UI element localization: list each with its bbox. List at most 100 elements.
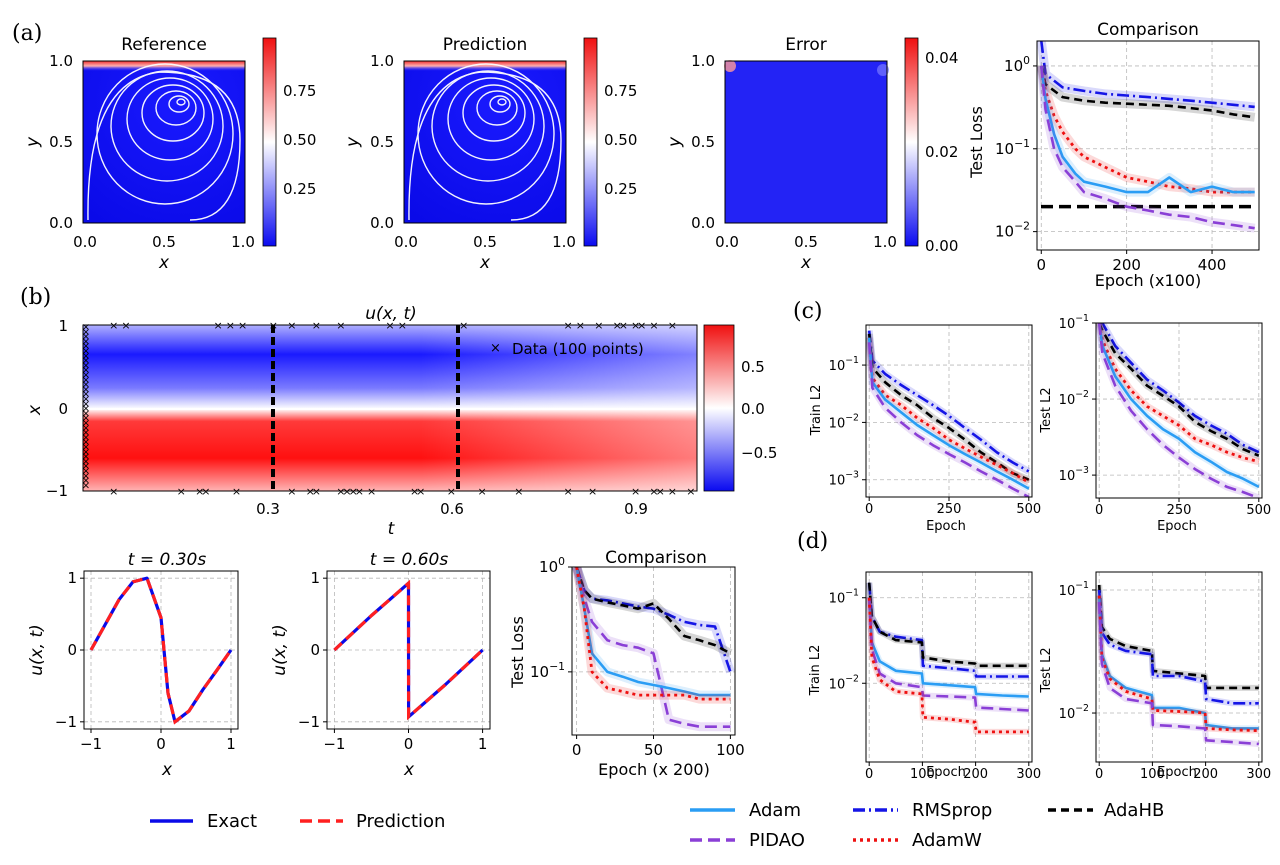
a-comparison-xtick-2: 400	[1198, 256, 1227, 274]
data-point-initial-10: ×	[82, 370, 90, 381]
b-comparison-ytick-0: 10−1	[530, 660, 565, 681]
reference-xtick-1: 0.5	[152, 233, 176, 251]
reference-ytick-2: 1.0	[49, 52, 73, 70]
d-train-xtick-0: 0	[865, 767, 873, 782]
b-slice-030-xtick-0: −1	[80, 735, 102, 753]
b-heatmap: u(x, t) × × × × × × × × × × × × × × × ×× ×× × ×× × ×× × × ×× ×××…	[82, 304, 698, 498]
data-point-initial-31: ×	[82, 471, 90, 482]
reference-colorbar	[262, 37, 277, 247]
b-comparison-xtick-0: 0	[572, 741, 582, 759]
error-heatmap: Error	[724, 35, 889, 224]
error-cbar-tick-0: 0.00	[925, 237, 958, 255]
c-test-adahb-line	[1098, 323, 1260, 457]
c-test-ytick-0: 10−3	[1059, 465, 1089, 484]
c-train-adam-line	[867, 337, 1030, 490]
prediction-heatmap: Prediction	[403, 35, 567, 224]
b-xtick-0: 0.3	[256, 500, 280, 518]
error-ytick-1: 0.5	[691, 133, 715, 151]
error-xtick-2: 1.0	[873, 233, 897, 251]
error-colorbar	[904, 37, 919, 247]
b-heatmap-title: u(x, t)	[365, 304, 417, 324]
a-comparison-rmsprop-line	[1040, 41, 1255, 109]
reference-title: Reference	[121, 35, 207, 55]
reference-cbar-tick-1: 0.50	[283, 131, 316, 149]
c-train-ylabel: Train L2	[809, 385, 824, 437]
b-slice-030-ytick-1: 0	[67, 641, 77, 659]
a-comparison-adam-line	[1040, 65, 1255, 194]
b-ytick-1: 0	[58, 400, 68, 418]
d-train-ytick-0: 10−2	[829, 673, 859, 692]
d-train-adamw-band	[866, 597, 1029, 735]
error-title: Error	[785, 35, 826, 55]
d-test-adahb-line	[1097, 584, 1259, 690]
d-train-pidao-line	[867, 597, 1029, 712]
slice-030-plot: t = 0.30s x u(x, t) −1 0 1 −1 0 1	[27, 550, 239, 780]
d-test-xtick-1: 100	[1140, 767, 1165, 782]
data-point-initial-32: ×	[82, 476, 90, 487]
prediction-xtick-2: 1.0	[552, 233, 576, 251]
data-point-initial-24: ×	[82, 437, 90, 448]
data-point-initial-28: ×	[82, 456, 90, 467]
c-train-ytick-0: 10−3	[829, 470, 859, 489]
c-test-xlabel: Epoch	[1157, 519, 1197, 534]
d-test-ylabel: Test L2	[1039, 647, 1054, 693]
data-point-initial-22: ×	[82, 428, 90, 439]
data-point-initial-6: ×	[82, 351, 90, 362]
data-point-initial-19: ×	[82, 413, 90, 424]
b-ytick-0: −1	[46, 482, 68, 500]
reference-heatmap: Reference	[82, 35, 246, 224]
slice-060-plot: t = 0.60s x u(x, t) −1 0 1 −1 0 1	[270, 550, 491, 780]
prediction-cbar-tick-0: 0.25	[604, 180, 637, 198]
d-test-xlabel: Epoch	[1157, 765, 1197, 780]
prediction-xtick-0: 0.0	[394, 233, 418, 251]
panel-label-b: (b)	[20, 285, 51, 310]
data-point-initial-14: ×	[82, 389, 90, 400]
data-point-initial-8: ×	[82, 360, 90, 371]
d-test-xtick-0: 0	[1095, 767, 1103, 782]
data-point-initial-33: ×	[82, 480, 90, 491]
panel-label-d: (d)	[797, 529, 828, 554]
b-slice-060-xtick-1: 0	[404, 735, 414, 753]
c-test-ytick-2: 10−1	[1059, 313, 1089, 332]
legend-exact-prediction: Exact Prediction	[150, 811, 445, 832]
data-point-initial-18: ×	[82, 408, 90, 419]
error-cbar-tick-1: 0.02	[925, 143, 958, 161]
reference-streamlines	[87, 63, 241, 221]
c-test-xtick-2: 500	[1246, 503, 1271, 518]
legend-pidao-label: PIDAO	[749, 830, 805, 851]
slice-030-xlabel: x	[161, 760, 173, 780]
data-point-initial-0: ×	[82, 322, 90, 333]
data-point-initial-1: ×	[82, 327, 90, 338]
prediction-ylabel: y	[343, 136, 363, 148]
b-comparison-ytick-1: 100	[539, 555, 565, 576]
prediction-colorbar	[583, 37, 598, 247]
prediction-cbar-tick-1: 0.50	[604, 131, 637, 149]
d-test-ytick-0: 10−2	[1059, 703, 1089, 722]
b-legend-marker: ×	[490, 341, 501, 356]
error-ylabel: y	[665, 136, 685, 148]
panel-label-c: (c)	[793, 299, 823, 324]
b-slice-060-prediction-line	[333, 579, 484, 721]
c-test-xtick-1: 250	[1167, 503, 1192, 518]
b-slice-060-xtick-2: 1	[478, 735, 488, 753]
c-test-ylabel: Test L2	[1039, 387, 1054, 433]
c-test-plot: Epoch Test L2 0 250 500 10−3 10−2 10−1	[1039, 313, 1271, 534]
error-xtick-1: 0.5	[794, 233, 818, 251]
reference-ylabel: y	[23, 136, 43, 148]
c-train-xlabel: Epoch	[926, 519, 966, 534]
error-cbar-tick-2: 0.04	[925, 49, 958, 67]
prediction-title: Prediction	[443, 35, 527, 55]
reference-xtick-2: 1.0	[231, 233, 255, 251]
data-point-initial-13: ×	[82, 384, 90, 395]
d-test-pidao-line	[1097, 601, 1259, 746]
error-xtick-0: 0.0	[715, 233, 739, 251]
reference-ytick-1: 0.5	[49, 133, 73, 151]
c-train-rmsprop-line	[867, 330, 1030, 473]
c-train-ytick-1: 10−2	[829, 412, 859, 431]
data-point-initial-2: ×	[82, 332, 90, 343]
error-ytick-2: 1.0	[691, 52, 715, 70]
a-comparison-ylabel: Test Loss	[967, 106, 986, 179]
a-comparison-xlabel: Epoch (x100)	[1095, 271, 1202, 290]
a-comparison-ytick-0: 10−2	[995, 220, 1030, 241]
d-train-ylabel: Train L2	[808, 645, 823, 697]
